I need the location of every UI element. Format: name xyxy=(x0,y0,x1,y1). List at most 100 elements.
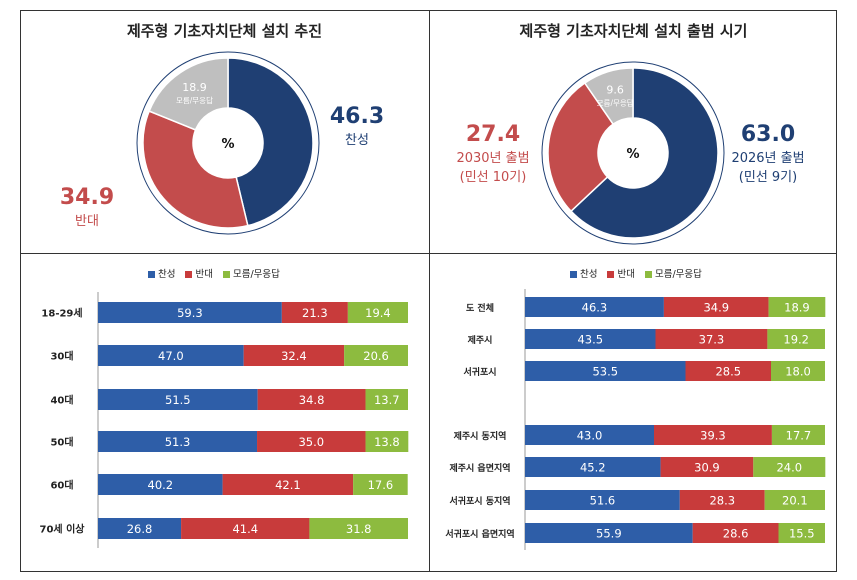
bar-value-label: 35.0 xyxy=(298,435,324,449)
category-label: 도 전체 xyxy=(466,302,494,314)
bar-segment-support xyxy=(525,329,656,349)
bar-segment-unknown xyxy=(778,523,825,543)
donut-center-label: % xyxy=(626,147,639,162)
bar-segment-unknown xyxy=(309,518,408,539)
bar-segment-unknown xyxy=(353,474,408,495)
bar-value-label: 45.2 xyxy=(580,461,606,475)
legend-item-oppose: 반대 xyxy=(607,266,635,280)
bar-segment-unknown xyxy=(768,297,826,317)
stacked-bar-chart-age: 18-29세 59.3 21.3 19.4 30대 47.0 32.4 20.6 40대 51.5… xyxy=(40,292,409,548)
bar-segment-support xyxy=(98,474,223,495)
bar-value-label: 20.6 xyxy=(363,349,389,363)
horizontal-divider xyxy=(20,253,837,254)
bar-segment-support xyxy=(98,302,282,323)
bar-value-label: 41.4 xyxy=(232,522,258,536)
bar-value-label: 43.5 xyxy=(577,333,603,347)
category-label: 70세 이상 xyxy=(40,523,86,536)
bar-value-label: 18.0 xyxy=(785,365,811,379)
bar-segment-oppose xyxy=(243,345,345,366)
slice-oppose xyxy=(142,110,249,229)
bar-value-label: 37.3 xyxy=(699,333,725,347)
category-label: 제주시 읍면지역 xyxy=(449,462,510,474)
bar-value-label: 47.0 xyxy=(158,349,184,363)
legend-2: 찬성 반대 모름/무응답 xyxy=(570,266,702,280)
bar-value-label: 51.3 xyxy=(165,435,191,449)
bar-value-label: 15.5 xyxy=(789,527,815,541)
panel-region-bars: 찬성 반대 모름/무응답 도 전체 46.3 34.9 18.9 제주시 43.5 37.3… xyxy=(430,254,837,572)
bar-value-label: 40.2 xyxy=(148,478,174,492)
category-label: 서귀포시 xyxy=(463,366,496,378)
bar-value-label: 20.1 xyxy=(782,494,808,508)
panel-timing-donut: 제주형 기초자치단체 설치 출범 시기 % 9.6 모름/무응답 63.0 2026… xyxy=(430,10,837,253)
bar-segment-oppose xyxy=(257,389,366,410)
y2030-label: 2030년 출범 xyxy=(456,151,530,166)
y2026-sub: (민선 9기) xyxy=(738,170,798,185)
category-label: 40대 xyxy=(50,394,73,407)
bar-value-label: 19.2 xyxy=(783,333,809,347)
legend-item-unknown: 모름/무응답 xyxy=(644,266,702,280)
bar-segment-oppose xyxy=(692,523,779,543)
category-label: 서귀포시 읍면지역 xyxy=(445,528,514,540)
bar-segment-support xyxy=(98,431,258,452)
bar-value-label: 34.8 xyxy=(299,393,325,407)
bar-segment-support xyxy=(525,523,693,543)
category-label: 30대 xyxy=(50,350,73,363)
bar-value-label: 17.7 xyxy=(786,429,812,443)
support-label: 찬성 xyxy=(345,133,369,148)
donut-chart-1: % 18.9모름/무응답 xyxy=(136,51,320,235)
bar-value-label: 34.9 xyxy=(703,301,729,315)
legend-1: 찬성 반대 모름/무응답 xyxy=(148,266,280,280)
slice-2030 xyxy=(547,81,615,213)
panel-support-donut: 제주형 기초자치단체 설치 추진 % 18.9 모름/무응답 46.3 찬성 34.… xyxy=(20,10,429,253)
category-label: 18-29세 xyxy=(41,307,82,320)
category-label: 제주시 xyxy=(468,334,493,346)
bar-segment-oppose xyxy=(660,457,754,477)
support-value: 46.3 xyxy=(329,104,385,129)
unknown-value-label: 18.9 xyxy=(182,81,207,94)
category-label: 50대 xyxy=(50,436,73,449)
oppose-value: 34.9 xyxy=(59,185,115,210)
bar-segment-unknown xyxy=(771,361,825,381)
y2026-value: 63.0 xyxy=(740,122,796,147)
bar-value-label: 26.8 xyxy=(127,522,153,536)
bar-value-label: 43.0 xyxy=(577,429,603,443)
legend-item-support: 찬성 xyxy=(570,266,597,280)
bar-value-label: 13.7 xyxy=(374,393,400,407)
bar-segment-support xyxy=(98,389,258,410)
stacked-bar-chart-region: 도 전체 46.3 34.9 18.9 제주시 43.5 37.3 19.2 서귀포시 53.5 2… xyxy=(445,289,826,550)
bar-value-label: 13.8 xyxy=(374,435,400,449)
oppose-label: 반대 xyxy=(75,214,99,229)
bar-segment-support xyxy=(525,490,680,510)
bar-segment-oppose xyxy=(222,474,354,495)
bar-segment-unknown xyxy=(344,345,408,366)
bar-value-label: 17.6 xyxy=(368,478,394,492)
bar-value-label: 32.4 xyxy=(281,349,307,363)
bar-value-label: 24.0 xyxy=(776,461,802,475)
bar-segment-support xyxy=(525,361,686,381)
bar-value-label: 19.4 xyxy=(365,306,391,320)
donut-outer-ring xyxy=(541,61,725,245)
y2030-value: 27.4 xyxy=(465,122,521,147)
panel-age-bars: 찬성 반대 모름/무응답 18-29세 59.3 21.3 19.4 30대 47.0 32… xyxy=(20,254,429,572)
bar-segment-support xyxy=(525,297,664,317)
panel2-title: 제주형 기초자치단체 설치 출범 시기 xyxy=(519,22,748,40)
bar-value-label: 28.3 xyxy=(709,494,735,508)
bar-segment-unknown xyxy=(771,425,825,445)
bar-segment-unknown xyxy=(767,329,825,349)
bar-segment-unknown xyxy=(764,490,825,510)
bar-value-label: 51.6 xyxy=(590,494,616,508)
slice-unknown xyxy=(583,67,634,126)
bar-value-label: 28.5 xyxy=(715,365,741,379)
bar-value-label: 51.5 xyxy=(165,393,191,407)
category-label: 서귀포시 동지역 xyxy=(449,495,510,507)
bar-value-label: 21.3 xyxy=(302,306,328,320)
legend-item-support: 찬성 xyxy=(148,266,175,280)
bar-segment-support xyxy=(98,518,182,539)
bar-segment-unknown xyxy=(365,389,408,410)
y2026-label: 2026년 출범 xyxy=(731,151,805,166)
bar-segment-unknown xyxy=(347,302,408,323)
bar-segment-unknown xyxy=(753,457,826,477)
y2030-sub: (민선 10기) xyxy=(459,170,527,185)
slice-unknown xyxy=(148,57,229,131)
donut-center-label: % xyxy=(221,137,234,152)
